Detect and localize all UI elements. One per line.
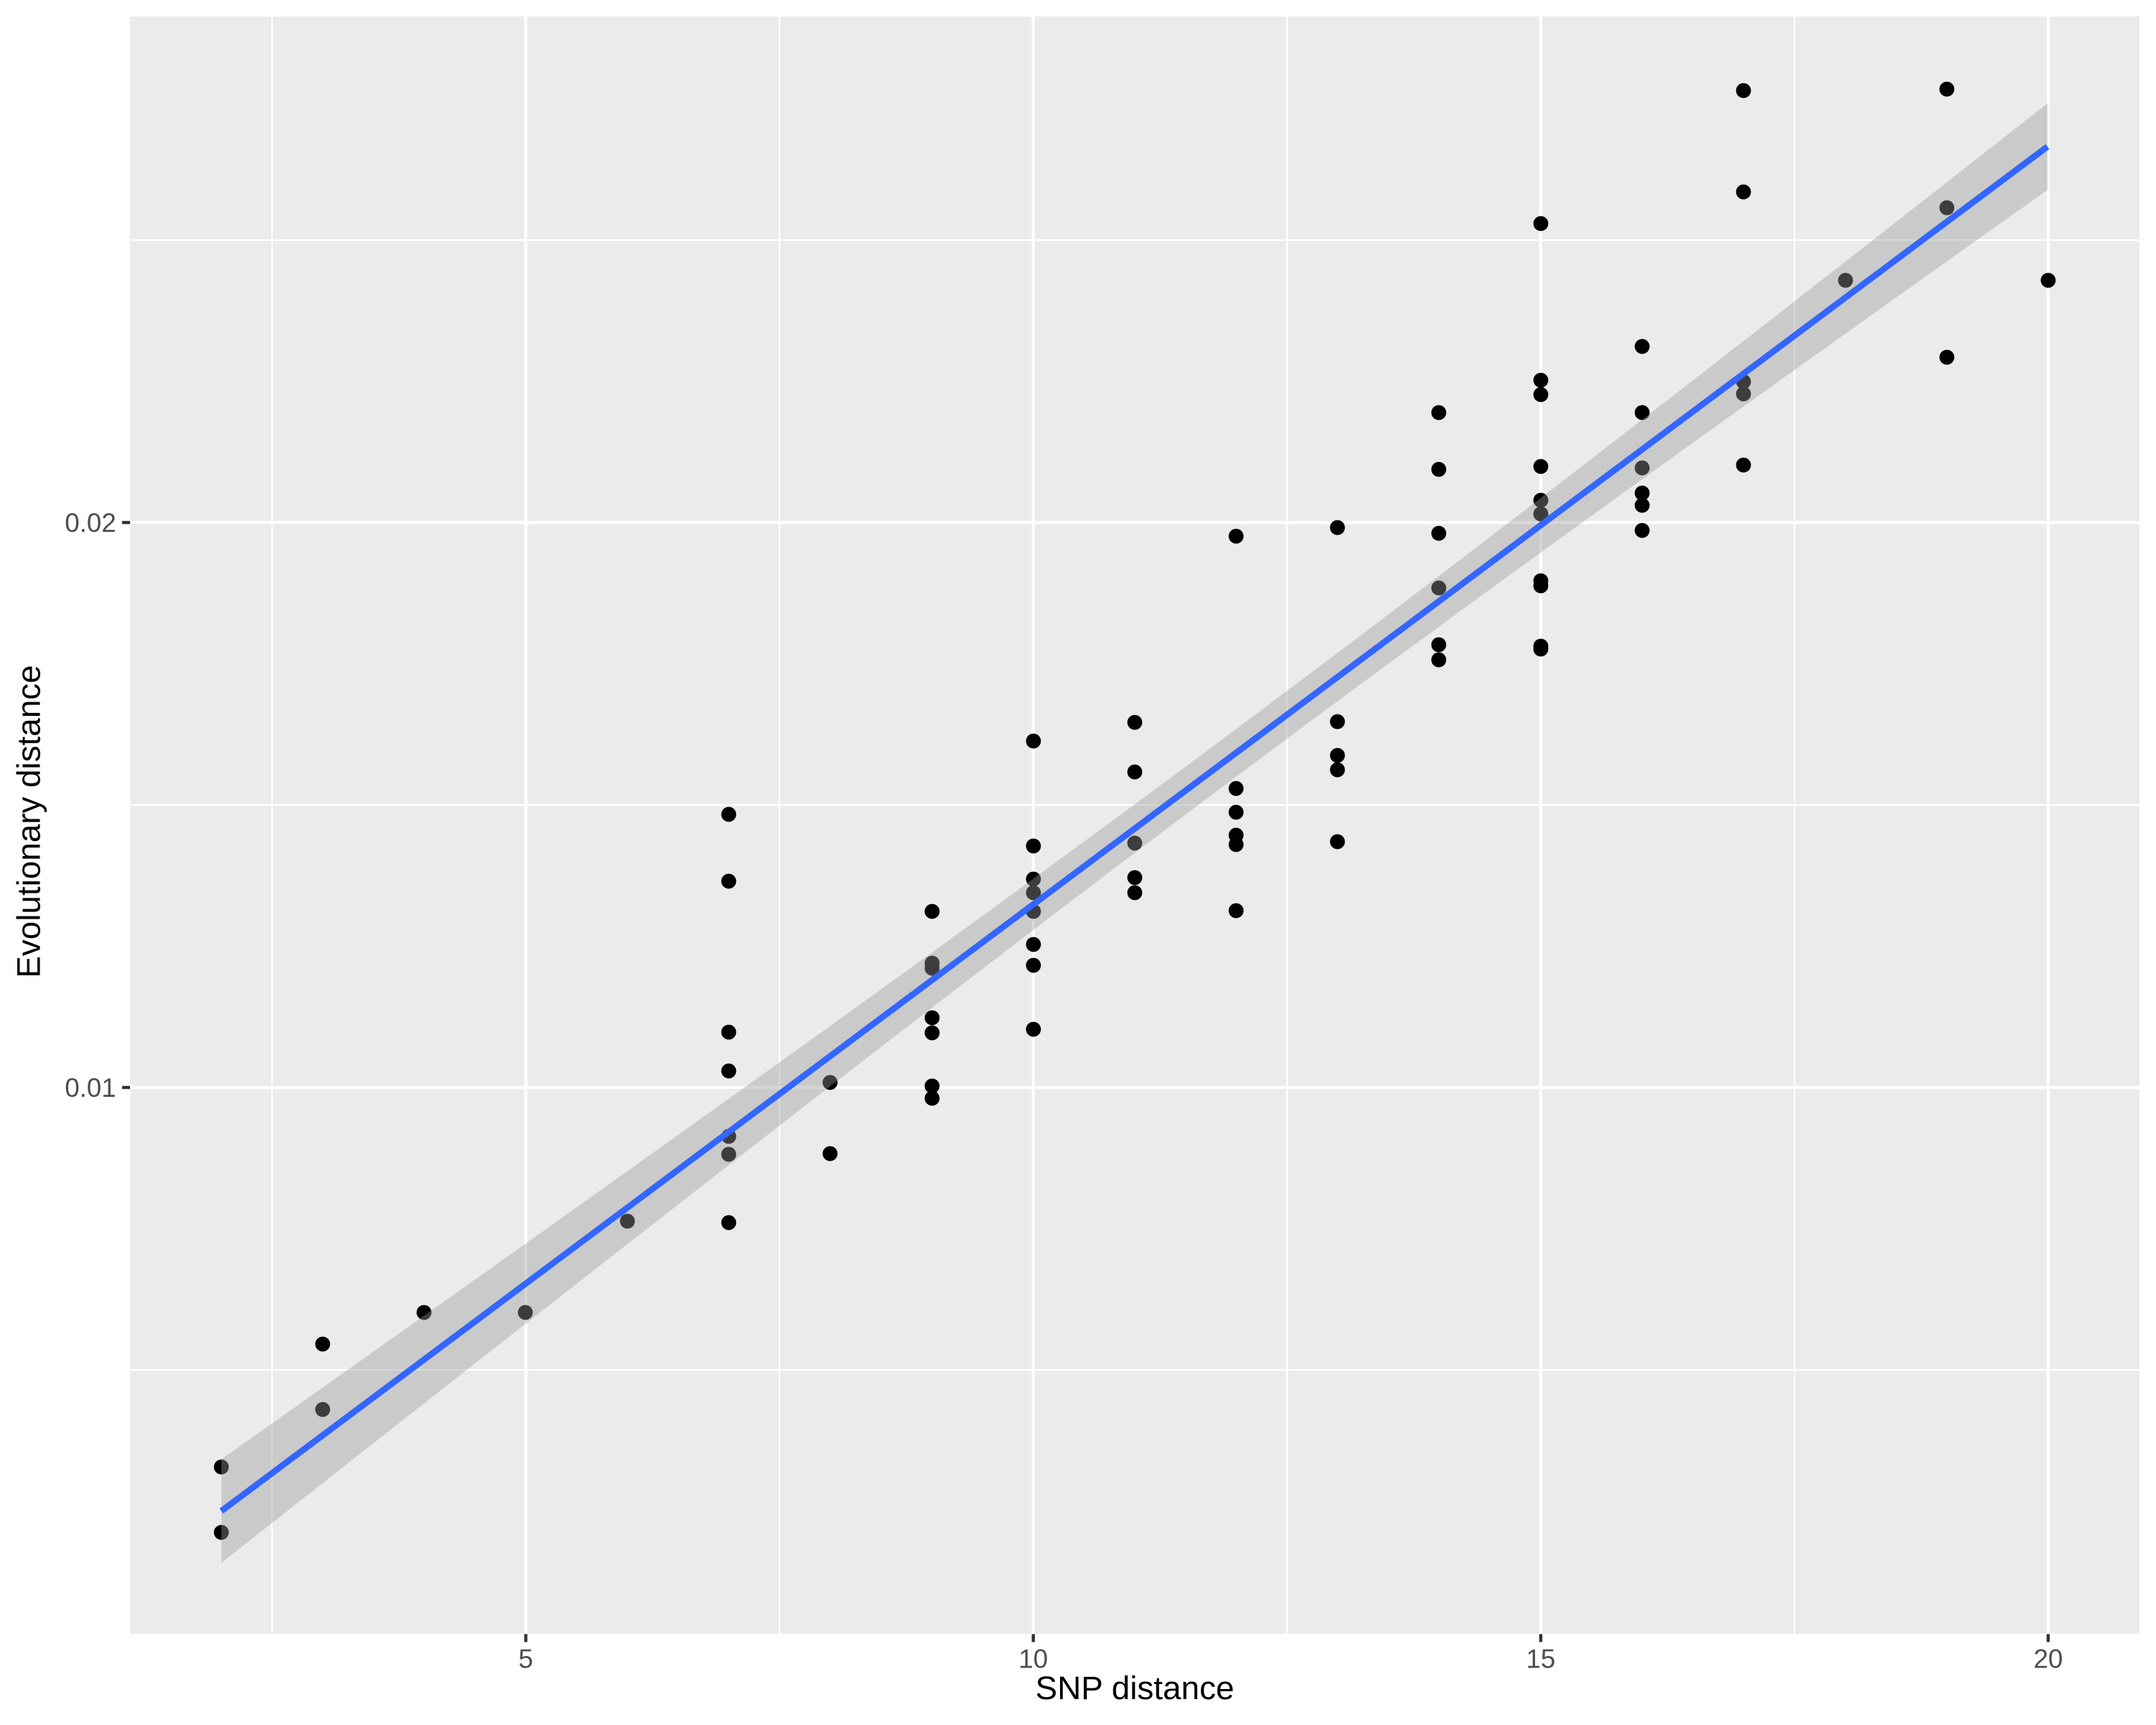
svg-text:SNP distance: SNP distance bbox=[1036, 1670, 1235, 1706]
svg-text:0.01: 0.01 bbox=[65, 1073, 116, 1103]
svg-text:10: 10 bbox=[1018, 1644, 1048, 1674]
svg-text:Evolutionary distance: Evolutionary distance bbox=[11, 665, 47, 978]
svg-text:20: 20 bbox=[2034, 1644, 2063, 1674]
svg-text:15: 15 bbox=[1526, 1644, 1555, 1674]
svg-text:5: 5 bbox=[518, 1644, 533, 1674]
svg-text:0.02: 0.02 bbox=[65, 508, 116, 538]
